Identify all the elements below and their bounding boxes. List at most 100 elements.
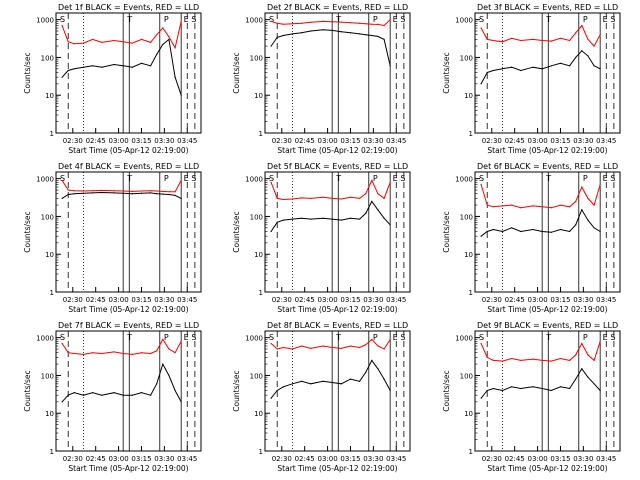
point-lld xyxy=(569,39,571,42)
series-events xyxy=(480,50,601,85)
point-lld xyxy=(276,348,278,350)
point-lld xyxy=(180,179,182,181)
point-events xyxy=(349,378,352,380)
marker-label-s: S xyxy=(60,333,65,342)
y-tick-label: 10 xyxy=(45,92,54,100)
y-tick-label: 1000 xyxy=(455,335,473,343)
point-events xyxy=(359,380,361,382)
point-events xyxy=(340,219,342,221)
point-events xyxy=(511,227,513,229)
point-events xyxy=(371,34,373,37)
point-lld xyxy=(340,21,342,23)
point-lld xyxy=(92,190,94,192)
x-tick-label: 03:00 xyxy=(317,296,337,304)
point-events xyxy=(340,383,342,385)
point-lld xyxy=(67,189,69,191)
point-events xyxy=(480,397,482,399)
point-lld xyxy=(581,186,583,188)
point-lld xyxy=(587,354,589,356)
point-events xyxy=(122,65,124,67)
point-lld xyxy=(383,197,385,200)
point-events xyxy=(156,53,158,56)
x-tick-label: 02:30 xyxy=(272,455,292,463)
panel-title: Det 1f BLACK = Events, RED = LLD xyxy=(58,3,199,12)
point-lld xyxy=(140,38,143,41)
point-lld xyxy=(486,38,488,41)
point-lld xyxy=(575,200,577,203)
point-lld xyxy=(340,198,342,200)
point-events xyxy=(480,235,482,237)
point-lld xyxy=(349,196,352,198)
x-axis-label: Start Time (05-Apr-12 02:19:00) xyxy=(68,146,188,155)
point-events xyxy=(501,230,504,233)
point-lld xyxy=(131,42,133,44)
y-tick-label: 10 xyxy=(464,251,473,259)
point-events xyxy=(581,368,583,370)
x-axis-label: Start Time (05-Apr-12 02:19:00) xyxy=(277,146,397,155)
plot-frame xyxy=(264,171,411,293)
point-events xyxy=(532,66,534,68)
x-tick-label: 03:15 xyxy=(550,455,570,463)
point-events xyxy=(291,383,294,385)
point-events xyxy=(82,394,85,396)
point-lld xyxy=(174,47,176,49)
series-events xyxy=(61,38,182,96)
point-lld xyxy=(371,179,373,181)
point-events xyxy=(331,29,333,31)
point-events xyxy=(180,401,182,403)
panel-det-5f: Det 5f BLACK = Events, RED = LLD 1 10 100 10… xyxy=(232,162,411,314)
y-axis-label: Counts/sec xyxy=(442,370,451,411)
plot-frame xyxy=(55,330,202,452)
marker-label-e: E xyxy=(603,174,608,183)
point-lld xyxy=(322,345,324,347)
point-lld xyxy=(383,24,385,27)
y-tick-label: 1 xyxy=(50,289,54,297)
point-events xyxy=(61,76,63,78)
point-events xyxy=(486,230,488,233)
series-events xyxy=(61,191,182,199)
x-tick-label: 02:45 xyxy=(295,296,315,304)
x-axis-label: Start Time (05-Apr-12 02:19:00) xyxy=(487,305,607,314)
point-lld xyxy=(331,21,333,23)
point-events xyxy=(532,228,534,231)
x-tick-label: 02:30 xyxy=(272,137,292,145)
y-tick-label: 100 xyxy=(250,372,263,380)
point-events xyxy=(581,209,583,211)
y-axis-label: Counts/sec xyxy=(442,52,451,93)
x-tick-label: 02:45 xyxy=(505,137,525,145)
point-lld xyxy=(377,23,379,25)
panel-title: Det 6f BLACK = Events, RED = LLD xyxy=(477,162,618,171)
point-lld xyxy=(156,34,158,36)
point-events xyxy=(550,65,552,67)
y-tick-label: 10 xyxy=(254,92,263,100)
point-events xyxy=(593,65,595,67)
point-lld xyxy=(67,41,69,43)
point-lld xyxy=(162,338,164,340)
point-lld xyxy=(550,40,552,42)
point-lld xyxy=(365,193,367,195)
plot-frame xyxy=(474,12,621,134)
point-lld xyxy=(150,352,152,355)
point-events xyxy=(174,389,176,392)
point-lld xyxy=(61,24,63,27)
point-events xyxy=(276,36,278,38)
marker-label-s: S xyxy=(191,15,196,24)
point-lld xyxy=(389,181,391,183)
point-lld xyxy=(168,36,170,38)
point-lld xyxy=(61,179,63,181)
x-tick-label: 03:30 xyxy=(573,296,593,304)
y-tick-label: 1000 xyxy=(36,176,54,184)
x-tick-label: 03:45 xyxy=(386,296,406,304)
point-lld xyxy=(575,32,577,34)
point-events xyxy=(301,380,303,382)
point-events xyxy=(331,381,333,384)
panel-title: Det 4f BLACK = Events, RED = LLD xyxy=(58,162,199,171)
point-lld xyxy=(92,38,94,41)
x-tick-label: 03:45 xyxy=(596,455,616,463)
x-tick-label: 03:00 xyxy=(108,455,128,463)
point-events xyxy=(587,55,589,57)
point-events xyxy=(180,197,182,200)
point-events xyxy=(383,217,385,219)
y-axis-label: Counts/sec xyxy=(23,211,32,252)
marker-label-s: S xyxy=(400,333,405,342)
